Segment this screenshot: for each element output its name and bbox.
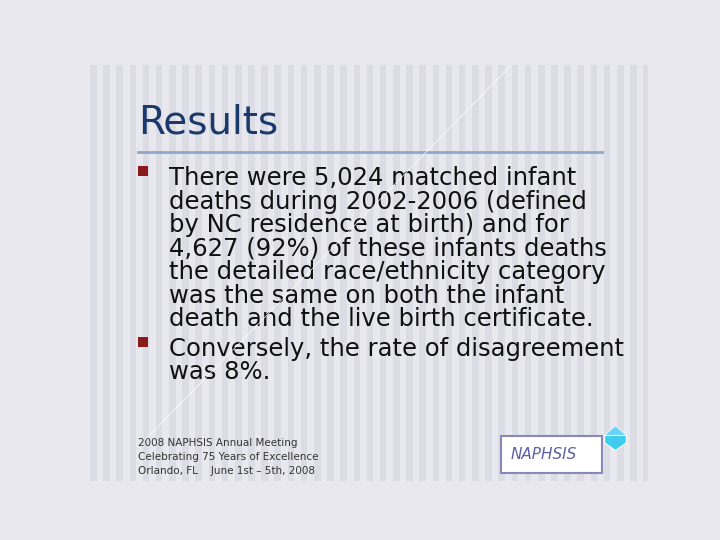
Text: deaths during 2002-2006 (defined: deaths during 2002-2006 (defined bbox=[169, 190, 587, 214]
Bar bbox=[617, 65, 624, 481]
Bar bbox=[393, 65, 400, 481]
Bar bbox=[590, 65, 597, 481]
Bar bbox=[130, 65, 136, 481]
Bar bbox=[406, 65, 413, 481]
Bar bbox=[538, 65, 544, 481]
Bar bbox=[525, 65, 531, 481]
Bar bbox=[446, 65, 452, 481]
Bar bbox=[341, 65, 347, 481]
Bar bbox=[644, 65, 650, 481]
Bar bbox=[169, 65, 176, 481]
Bar bbox=[670, 65, 676, 481]
Text: 4,627 (92%) of these infants deaths: 4,627 (92%) of these infants deaths bbox=[169, 237, 607, 261]
Bar bbox=[248, 65, 255, 481]
Bar bbox=[235, 65, 241, 481]
Text: 2008 NAPHSIS Annual Meeting
Celebrating 75 Years of Excellence
Orlando, FL    Ju: 2008 NAPHSIS Annual Meeting Celebrating … bbox=[138, 438, 318, 476]
Bar bbox=[222, 65, 228, 481]
Bar bbox=[314, 65, 320, 481]
Bar bbox=[287, 65, 294, 481]
Polygon shape bbox=[605, 426, 626, 435]
Bar bbox=[683, 65, 690, 481]
Bar bbox=[103, 65, 109, 481]
Bar bbox=[564, 65, 571, 481]
Bar bbox=[500, 436, 601, 473]
Bar bbox=[485, 65, 492, 481]
Text: by NC residence at birth) and for: by NC residence at birth) and for bbox=[169, 213, 569, 238]
Bar bbox=[301, 65, 307, 481]
Bar bbox=[630, 65, 636, 481]
Bar bbox=[182, 65, 189, 481]
Text: Conversely, the rate of disagreement: Conversely, the rate of disagreement bbox=[169, 337, 624, 361]
Bar bbox=[709, 65, 716, 481]
Bar bbox=[577, 65, 584, 481]
Polygon shape bbox=[605, 426, 626, 450]
Text: was the same on both the infant: was the same on both the infant bbox=[169, 284, 564, 308]
Bar bbox=[696, 65, 703, 481]
Bar bbox=[512, 65, 518, 481]
Text: was 8%.: was 8%. bbox=[169, 361, 271, 384]
Bar bbox=[354, 65, 360, 481]
Bar bbox=[419, 65, 426, 481]
Bar bbox=[604, 65, 611, 481]
Bar bbox=[327, 65, 334, 481]
Bar bbox=[551, 65, 558, 481]
Bar bbox=[433, 65, 439, 481]
Bar bbox=[209, 65, 215, 481]
Bar bbox=[380, 65, 387, 481]
Bar bbox=[90, 65, 96, 481]
Text: There were 5,024 matched infant: There were 5,024 matched infant bbox=[169, 166, 576, 191]
Bar bbox=[138, 166, 148, 177]
Bar bbox=[274, 65, 281, 481]
Text: Results: Results bbox=[138, 103, 278, 141]
Bar bbox=[366, 65, 373, 481]
Bar bbox=[498, 65, 505, 481]
Bar bbox=[261, 65, 268, 481]
Bar bbox=[657, 65, 663, 481]
Bar bbox=[156, 65, 163, 481]
Bar bbox=[472, 65, 479, 481]
Bar bbox=[143, 65, 149, 481]
Bar bbox=[117, 65, 123, 481]
Bar bbox=[459, 65, 466, 481]
Bar bbox=[195, 65, 202, 481]
Text: the detailed race/ethnicity category: the detailed race/ethnicity category bbox=[169, 260, 606, 285]
Text: death and the live birth certificate.: death and the live birth certificate. bbox=[169, 307, 594, 332]
Bar bbox=[138, 337, 148, 347]
Text: NAPHSIS: NAPHSIS bbox=[510, 447, 577, 462]
